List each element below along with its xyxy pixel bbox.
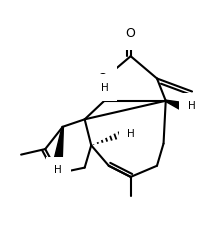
Polygon shape [166, 100, 183, 110]
Text: O: O [126, 27, 136, 40]
Text: H: H [188, 101, 195, 111]
Text: H: H [101, 83, 109, 93]
Text: H: H [127, 129, 135, 139]
Polygon shape [54, 127, 63, 159]
Polygon shape [92, 86, 105, 101]
Text: H: H [54, 165, 62, 175]
Text: O: O [97, 72, 107, 85]
